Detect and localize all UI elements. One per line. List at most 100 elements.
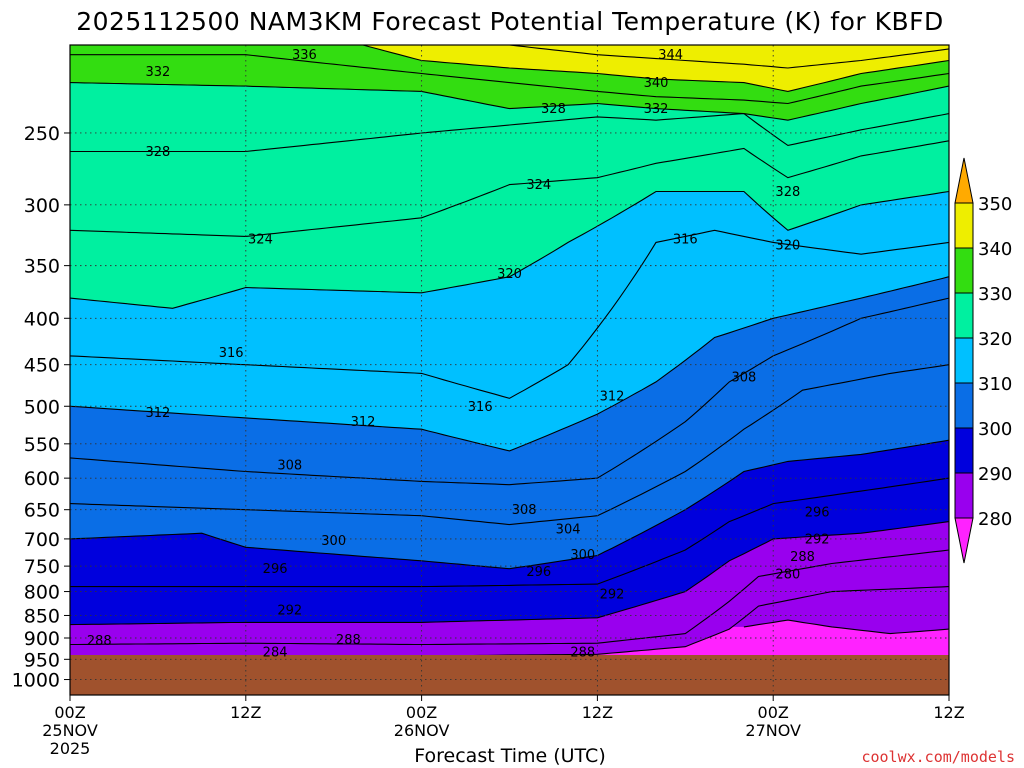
contour-line-332 xyxy=(70,82,949,121)
contour-label: 328 xyxy=(775,185,800,200)
contour-label: 300 xyxy=(321,534,346,549)
contour-label-text: 308 xyxy=(512,503,537,518)
contour-label: 312 xyxy=(145,406,170,421)
colorbar-box xyxy=(954,472,974,519)
y-tick-label: 700 xyxy=(24,529,60,551)
colorbar-level-label: 300 xyxy=(978,419,1012,440)
x-tick-date: 26NOV xyxy=(394,721,450,740)
y-tick-label: 950 xyxy=(24,649,60,671)
filled-contours xyxy=(70,45,949,695)
plot-frame xyxy=(69,44,950,696)
contour-label: 336 xyxy=(292,48,317,63)
contour-line-288 xyxy=(70,549,949,646)
contour-label-text: 288 xyxy=(336,633,361,648)
x-tick-label: 12Z xyxy=(230,703,261,722)
chart-title: 2025112500 NAM3KM Forecast Potential Tem… xyxy=(76,7,944,36)
x-tick-label: 12Z xyxy=(933,703,964,722)
contour-lines xyxy=(70,45,949,658)
contour-label: 296 xyxy=(805,506,830,521)
x-tick-label: 00Z xyxy=(758,703,789,722)
contour-label-text: 320 xyxy=(497,267,522,282)
contour-label-text: 328 xyxy=(775,185,800,200)
contour-label-text: 312 xyxy=(600,389,625,404)
contour-label-text: 344 xyxy=(658,48,683,63)
contour-label: 332 xyxy=(644,102,669,117)
contour-label: 292 xyxy=(600,588,625,603)
x-tick-year: 2025 xyxy=(50,739,91,758)
contour-label-text: 316 xyxy=(673,232,698,247)
contour-line-344 xyxy=(509,45,949,69)
contour-label: 304 xyxy=(556,523,581,538)
y-tick-label: 850 xyxy=(24,605,60,627)
colorbar-level-label: 340 xyxy=(978,239,1012,260)
x-tick-label: 00Z xyxy=(406,703,437,722)
contour-label: 324 xyxy=(248,232,273,247)
contour-line-340 xyxy=(362,45,949,92)
x-tick-date: 27NOV xyxy=(745,721,801,740)
contour-line-320 xyxy=(70,190,949,309)
contour-label: 288 xyxy=(336,633,361,648)
contour-label-text: 300 xyxy=(321,534,346,549)
contour-label: 328 xyxy=(541,102,566,117)
y-tick-label: 350 xyxy=(24,256,60,278)
contour-label: 308 xyxy=(512,503,537,518)
contour-label: 316 xyxy=(219,346,244,361)
colorbar-box xyxy=(954,292,974,339)
y-tick-label: 400 xyxy=(24,308,60,330)
contour-label: 288 xyxy=(570,645,595,660)
y-tick-label: 900 xyxy=(24,628,60,650)
contour-label: 292 xyxy=(277,603,302,618)
colorbar-level-label: 320 xyxy=(978,329,1012,350)
colorbar-box xyxy=(954,337,974,384)
contour-line-304 xyxy=(70,364,949,526)
colorbar-legend: 280 290 300 310 320 330 340 350 xyxy=(954,157,1012,564)
contour-line-324 xyxy=(70,140,949,237)
contour-label-text: 316 xyxy=(219,346,244,361)
contour-label-text: 312 xyxy=(145,406,170,421)
contour-line-300 xyxy=(70,439,949,570)
ground-below-surface xyxy=(70,655,949,695)
colorbar-level-label: 330 xyxy=(978,284,1012,305)
contour-label-text: 324 xyxy=(248,232,273,247)
x-tick-date: 25NOV xyxy=(42,721,98,740)
colorbar-level-label: 310 xyxy=(978,374,1012,395)
y-tick-label: 800 xyxy=(24,582,60,604)
contour-line-316 xyxy=(70,229,949,399)
contour-label: 296 xyxy=(526,565,551,580)
contour-label-text: 288 xyxy=(790,550,815,565)
contour-line-336 xyxy=(70,54,949,105)
fill-band-344 xyxy=(70,45,949,68)
contour-label-text: 308 xyxy=(731,370,756,385)
colorbar-box xyxy=(954,247,974,294)
contour-label: 288 xyxy=(87,634,112,649)
contour-label: 308 xyxy=(277,458,302,473)
contour-label-text: 320 xyxy=(775,238,800,253)
contour-label-text: 312 xyxy=(351,415,376,430)
contour-label: 288 xyxy=(790,550,815,565)
contour-label: 296 xyxy=(263,562,288,577)
contour-label: 280 xyxy=(775,567,800,582)
colorbar-box xyxy=(954,382,974,429)
colorbar-above-arrow xyxy=(954,157,974,204)
contour-line-296 xyxy=(70,477,949,588)
contour-label-text: 336 xyxy=(292,48,317,63)
contour-label-text: 296 xyxy=(263,562,288,577)
contour-label-text: 316 xyxy=(468,400,493,415)
x-tick-label: 12Z xyxy=(582,703,613,722)
contour-line-328 xyxy=(70,113,949,153)
plot-area: 336 344 332 340 328 332 328 324 328 324 316 320 320 3… xyxy=(69,44,950,696)
y-tick-label: 550 xyxy=(24,434,60,456)
y-tick-label: 750 xyxy=(24,556,60,578)
contour-label: 344 xyxy=(658,48,683,63)
contour-label: 332 xyxy=(145,65,170,80)
contour-label-text: 292 xyxy=(600,588,625,603)
contour-label: 312 xyxy=(351,415,376,430)
contour-label: 320 xyxy=(497,267,522,282)
y-tick-label: 600 xyxy=(24,468,60,490)
contour-label-text: 328 xyxy=(145,145,170,160)
colorbar-level-label: 350 xyxy=(978,194,1012,215)
y-tick-label: 500 xyxy=(24,396,60,418)
contour-line-292 xyxy=(70,521,949,626)
contour-label-text: 288 xyxy=(570,645,595,660)
